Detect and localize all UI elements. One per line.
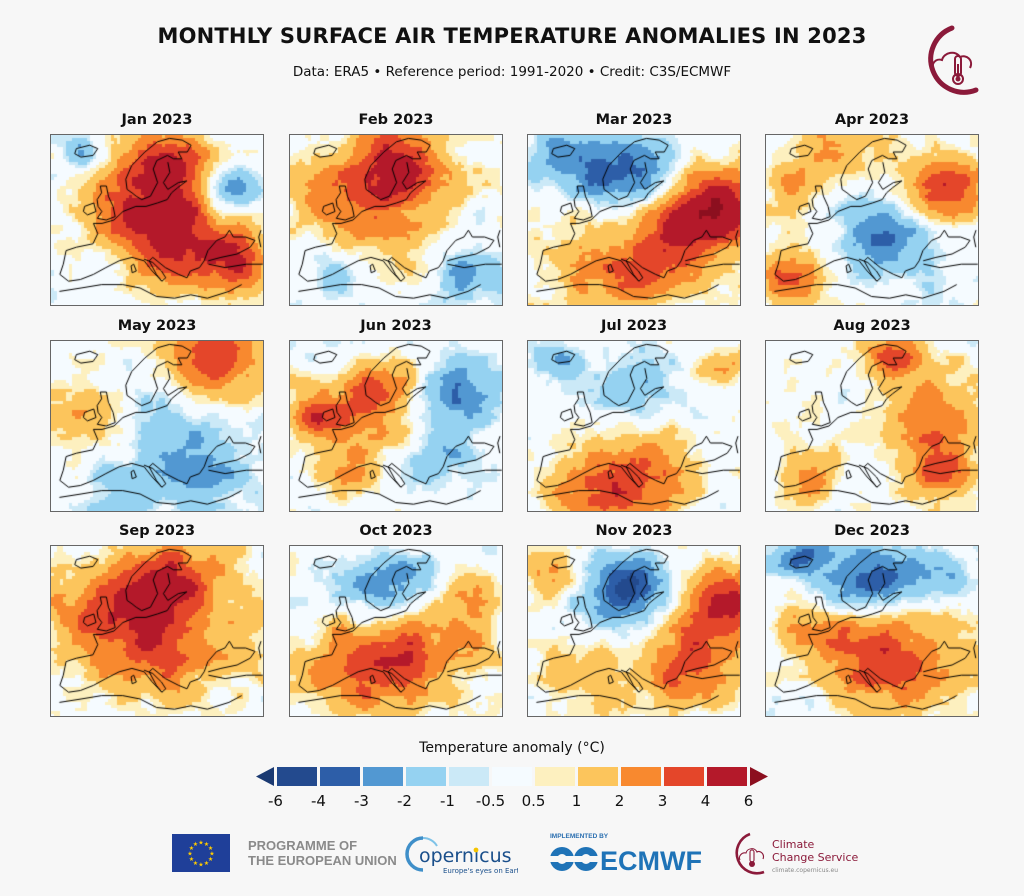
colorbar-bin [664,767,704,786]
copernicus-wordmark: opernicus [419,845,512,867]
eu-star-icon: ★ [204,841,209,848]
map-panel-title: Jul 2023 [600,318,668,334]
eu-star-icon: ★ [204,860,209,867]
colorbar-bin [320,767,360,786]
anomaly-map-feb-2023 [289,134,503,306]
colorbar-bin [277,767,317,786]
colorbar [256,767,768,786]
eu-star-icon: ★ [198,862,203,869]
colorbar-bin [449,767,489,786]
page-title: MONTHLY SURFACE AIR TEMPERATURE ANOMALIE… [157,24,867,48]
eu-star-icon: ★ [208,845,213,852]
colorbar-bin [578,767,618,786]
c3s-line2: Change Service [772,851,858,864]
colorbar-tick-label: 4 [700,792,711,810]
anomaly-map-aug-2023 [765,340,979,512]
eu-star-icon: ★ [198,840,203,847]
eu-programme-text: PROGRAMME OF THE EUROPEAN UNION [248,838,397,868]
colorbar-extend-low [256,767,274,786]
eu-flag-icon: ★★★★★★★★★ ★ ★★ [172,834,230,872]
map-panel: Jul 2023 [527,316,741,512]
colorbar-tick-label: -3 [354,792,369,810]
colorbar-label: Temperature anomaly (°C) [419,740,605,756]
anomaly-map-jan-2023 [50,134,264,306]
anomaly-map-dec-2023 [765,545,979,717]
map-panel-title: Apr 2023 [834,112,910,128]
map-panel: Feb 2023 [289,110,503,306]
copernicus-tagline: Europe's eyes on Earth [443,867,518,875]
anomaly-map-oct-2023 [289,545,503,717]
map-panel: Sep 2023 [50,521,264,717]
anomaly-map-jun-2023 [289,340,503,512]
map-panel-title: Aug 2023 [833,318,911,334]
colorbar-bin [492,767,532,786]
map-panel-title: Feb 2023 [358,112,434,128]
map-panel-title: Jun 2023 [360,318,432,334]
colorbar-bin [707,767,747,786]
colorbar-tick-label: 0.5 [521,792,546,810]
eu-star-icon: ★ [208,856,213,863]
page-subtitle: Data: ERA5 • Reference period: 1991-2020… [292,64,732,80]
colorbar-tick-label: -2 [397,792,412,810]
colorbar-tick-label: 6 [743,792,754,810]
anomaly-map-jul-2023 [527,340,741,512]
map-panel: Oct 2023 [289,521,503,717]
eu-star-icon: ★ [189,845,194,852]
anomaly-map-apr-2023 [765,134,979,306]
colorbar-tick-label: 1 [571,792,582,810]
eu-text-line1: PROGRAMME OF [248,838,358,853]
colorbar-bin [621,767,661,786]
c3s-url: climate.copernicus.eu [772,867,838,874]
map-panel: Apr 2023 [765,110,979,306]
colorbar-tick-label: -4 [311,792,326,810]
map-panel-title: Nov 2023 [595,523,673,539]
colorbar-tick-label: -1 [440,792,455,810]
map-panel-title: Sep 2023 [118,523,196,539]
colorbar-tick-label: 3 [657,792,668,810]
footer-logos: ★ ★ ★ ★ ★ ★ ★ ★ ★ ★ ★ ★ PROGRAMME OF THE EUROPEAN U… [0,830,1024,880]
ecmwf-wordmark: ECMWF [600,846,702,876]
eu-star-icon: ★ [193,860,198,867]
ecmwf-logo: IMPLEMENTED BY ECMWF [550,833,702,876]
map-panel: Jan 2023 [50,110,264,306]
eu-star-icon: ★ [187,851,192,858]
colorbar-ticks: -6 -4 -3 -2 -1 -0.5 0.5 1 2 3 4 6 [0,792,1024,812]
anomaly-map-nov-2023 [527,545,741,717]
anomaly-map-may-2023 [50,340,264,512]
colorbar-tick-label: 2 [614,792,625,810]
c3s-thermometer-cloud-icon [928,25,979,95]
ecmwf-implemented-by: IMPLEMENTED BY [550,833,609,840]
map-panel-title: Jan 2023 [121,112,193,128]
map-panel-title: Oct 2023 [359,523,433,539]
eu-star-icon: ★ [189,856,194,863]
map-panel: Jun 2023 [289,316,503,512]
eu-star-icon: ★ [193,841,198,848]
map-panel: Mar 2023 [527,110,741,306]
map-panel-title: Dec 2023 [834,523,910,539]
colorbar-tick-label: -0.5 [475,792,506,810]
copernicus-logo: opernicus Europe's eyes on Earth [405,836,518,875]
copernicus-sun-dot [473,847,479,853]
map-panel: Aug 2023 [765,316,979,512]
colorbar-extend-high [750,767,768,786]
eu-star-icon: ★ [209,851,214,858]
c3s-service-logo: Climate Change Service climate.copernicu… [735,832,858,875]
eu-text-line2: THE EUROPEAN UNION [248,853,397,868]
map-panel: Nov 2023 [527,521,741,717]
map-panel: Dec 2023 [765,521,979,717]
map-panel: May 2023 [50,316,264,512]
colorbar-tick-label: -6 [268,792,283,810]
anomaly-map-mar-2023 [527,134,741,306]
map-panel-title: May 2023 [117,318,197,334]
anomaly-map-sep-2023 [50,545,264,717]
colorbar-bin [406,767,446,786]
colorbar-bin [535,767,575,786]
c3s-line1: Climate [772,838,815,851]
map-panel-title: Mar 2023 [595,112,673,128]
colorbar-bin [363,767,403,786]
